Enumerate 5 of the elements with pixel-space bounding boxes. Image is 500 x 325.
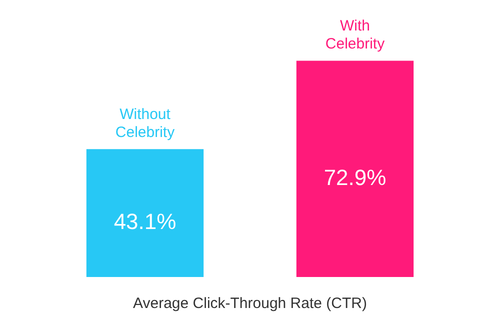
data-label: 43.1%: [114, 209, 176, 234]
x-axis-title: Average Click-Through Rate (CTR): [133, 295, 367, 312]
x-tick-label: Without Celebrity: [115, 106, 176, 142]
data-label: 72.9%: [324, 164, 386, 190]
x-tick-label: With Celebrity: [325, 18, 386, 53]
